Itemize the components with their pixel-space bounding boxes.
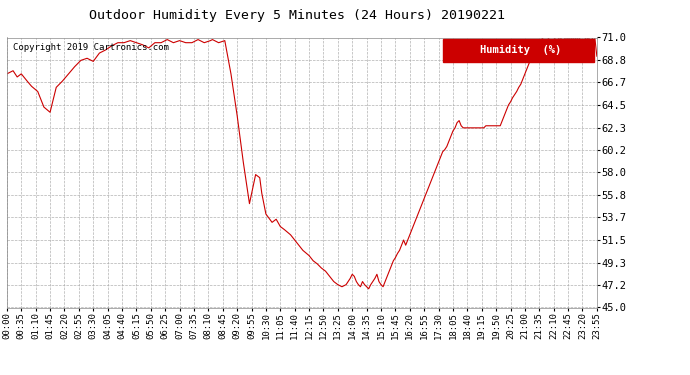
FancyBboxPatch shape [444, 39, 594, 62]
Text: Humidity  (%): Humidity (%) [480, 45, 561, 55]
Text: Copyright 2019 Cartronics.com: Copyright 2019 Cartronics.com [13, 43, 168, 52]
Text: Outdoor Humidity Every 5 Minutes (24 Hours) 20190221: Outdoor Humidity Every 5 Minutes (24 Hou… [89, 9, 504, 22]
